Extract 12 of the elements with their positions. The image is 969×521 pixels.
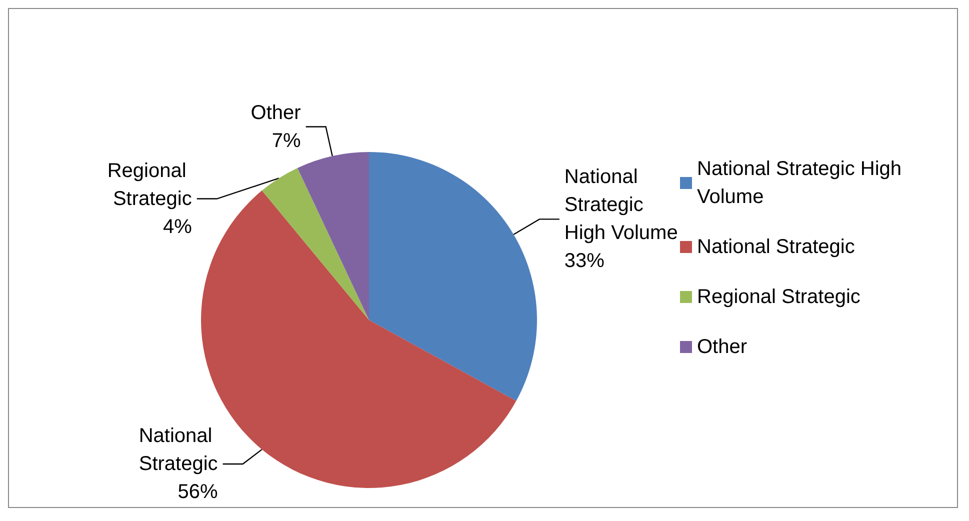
slice-label: National Strategic High Volume xyxy=(564,166,678,244)
slice-label: Regional Strategic xyxy=(107,160,192,210)
data-label: 33% xyxy=(564,250,605,272)
data-label: 7% xyxy=(272,130,302,152)
slice-label: Other xyxy=(250,102,302,124)
legend-label: Other xyxy=(697,336,748,358)
slice-label: National Strategic xyxy=(138,425,218,475)
data-label: 4% xyxy=(162,216,192,238)
legend-label: National Strategic High Volume xyxy=(697,158,908,208)
legend-label: National Strategic xyxy=(697,236,855,258)
legend-label: Regional Strategic xyxy=(697,286,860,308)
data-label: 56% xyxy=(178,481,218,503)
